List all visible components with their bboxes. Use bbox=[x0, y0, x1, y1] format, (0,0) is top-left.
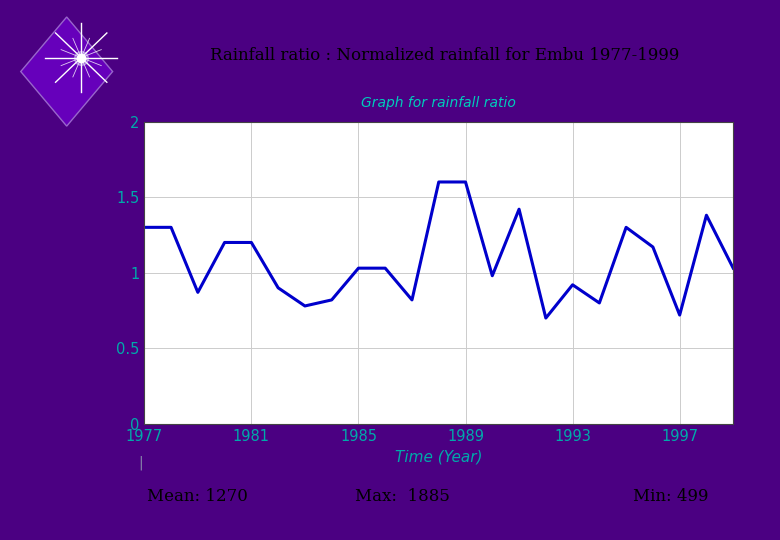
Text: Mean: 1270: Mean: 1270 bbox=[147, 488, 248, 505]
Text: Max:  1885: Max: 1885 bbox=[355, 488, 450, 505]
Text: Min: 499: Min: 499 bbox=[633, 488, 709, 505]
Text: |: | bbox=[138, 455, 143, 470]
X-axis label: Time (Year): Time (Year) bbox=[395, 449, 483, 464]
Text: Rainfall ratio : Normalized rainfall for Embu 1977-1999: Rainfall ratio : Normalized rainfall for… bbox=[211, 47, 679, 64]
Polygon shape bbox=[21, 17, 112, 126]
Text: Graph for rainfall ratio: Graph for rainfall ratio bbox=[361, 96, 516, 110]
